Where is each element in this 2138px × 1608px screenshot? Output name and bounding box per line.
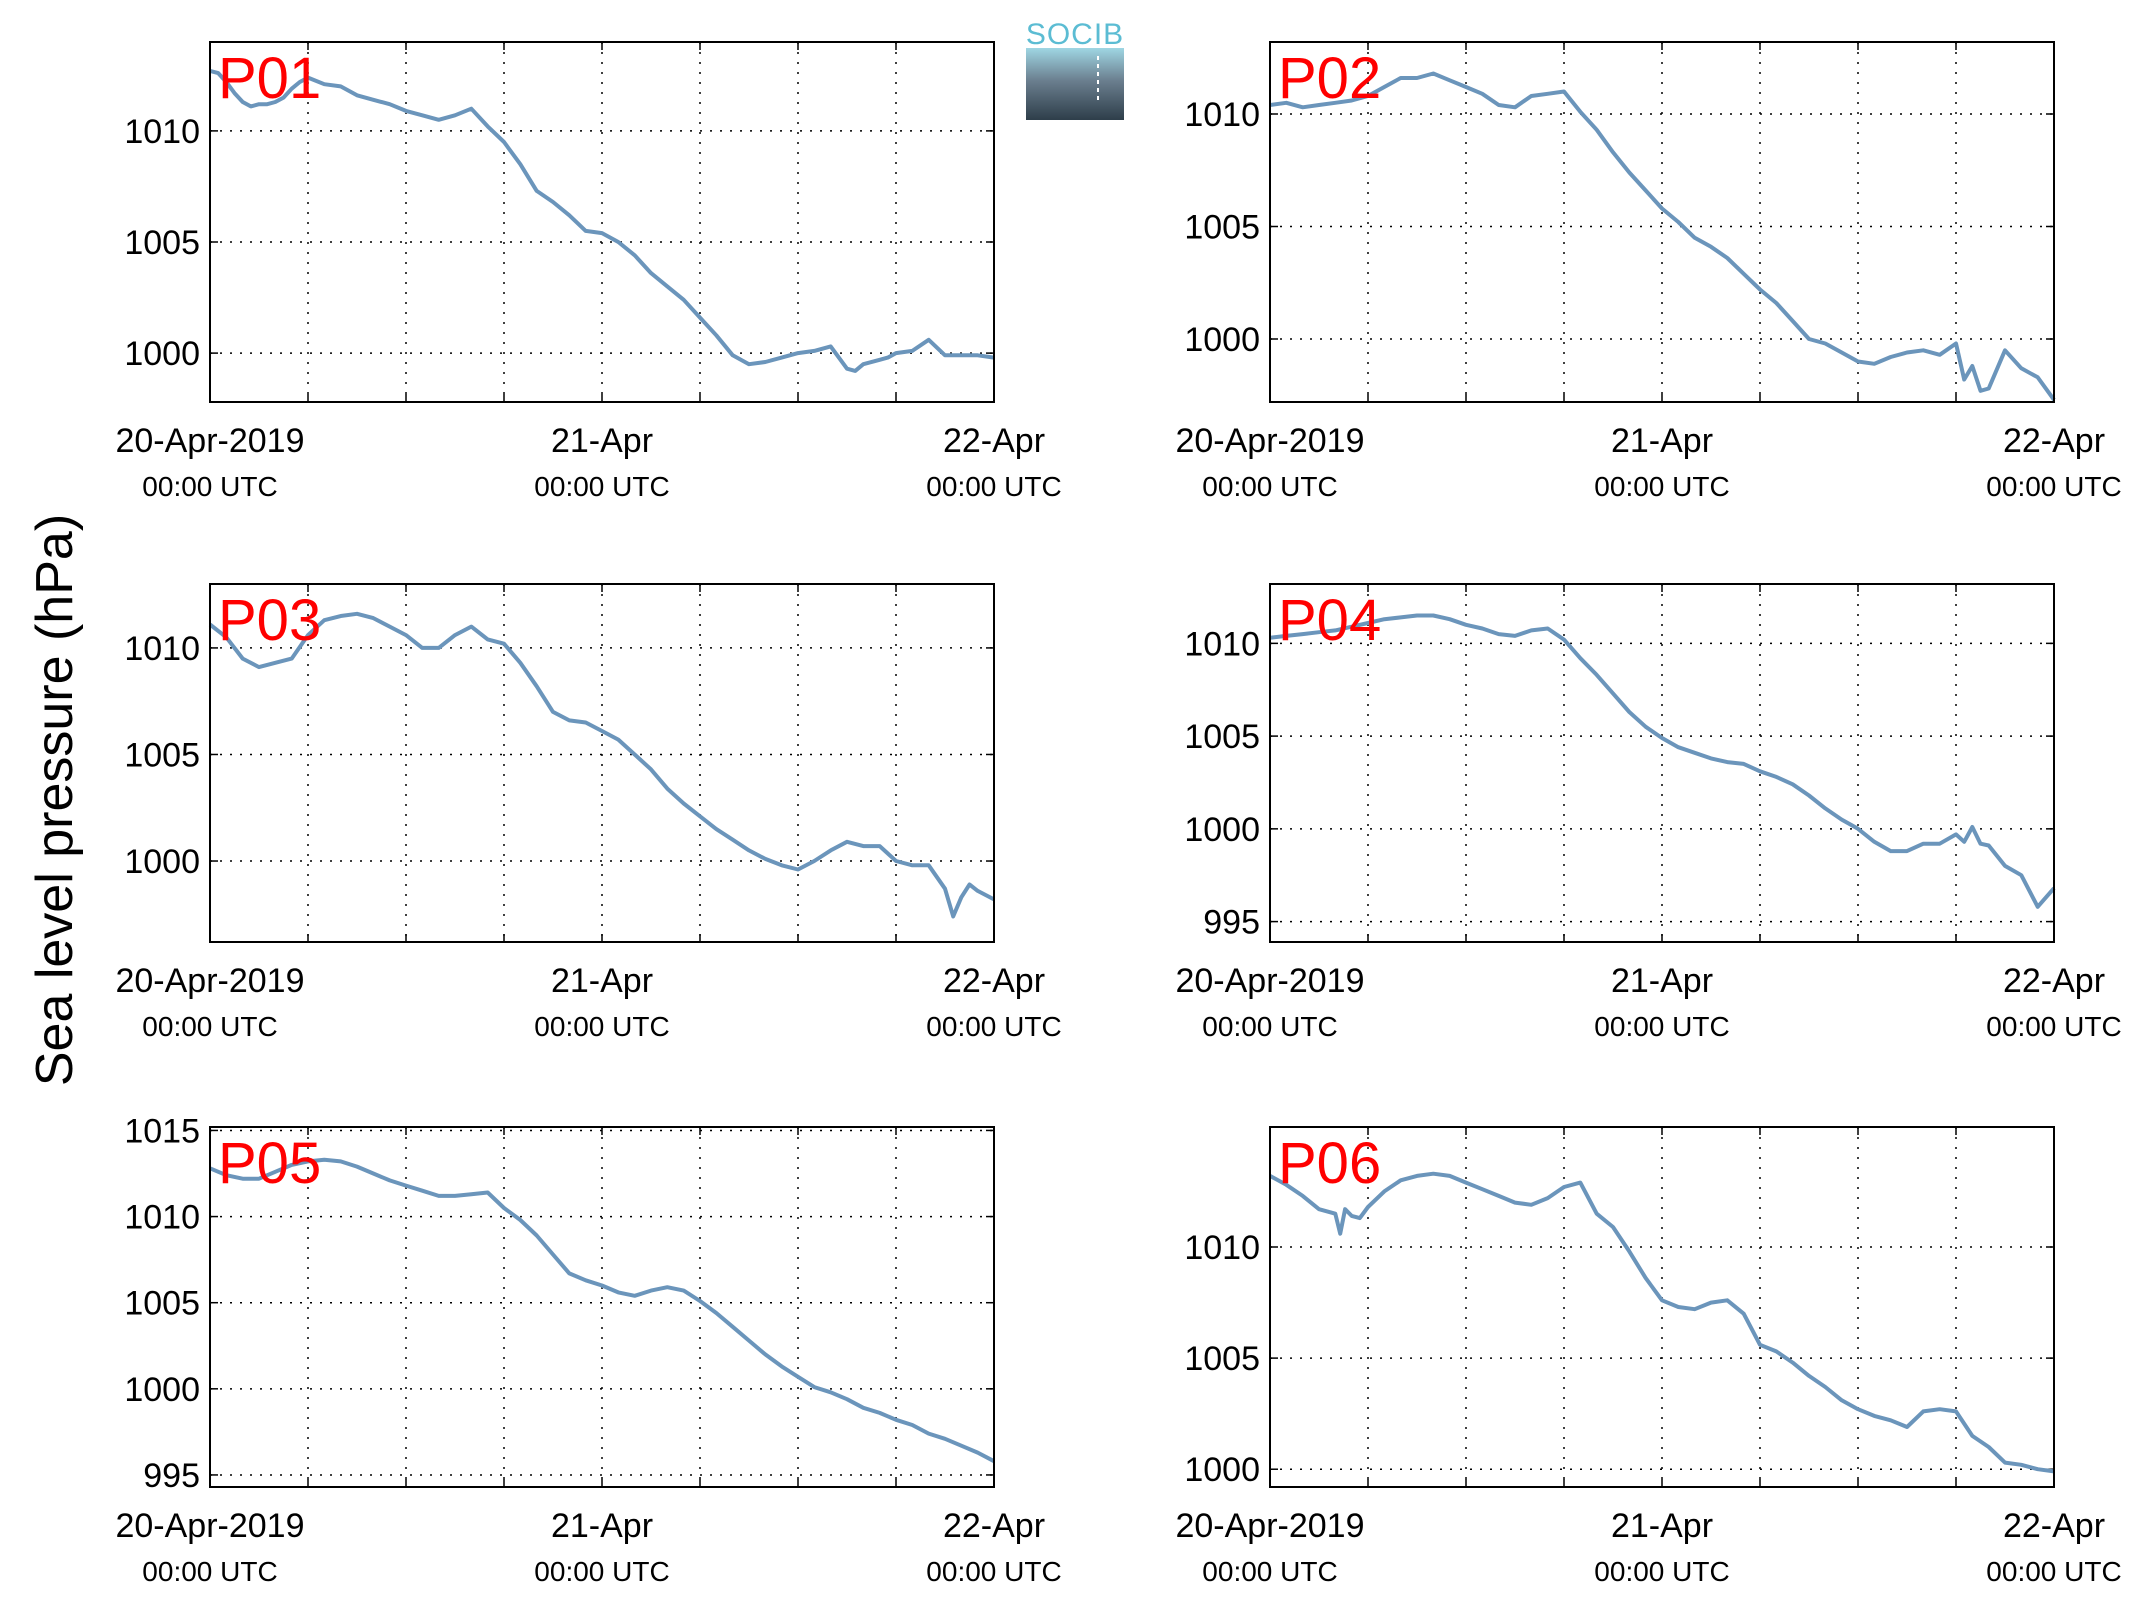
y-tick-label: 1000 [1184, 321, 1260, 359]
y-tick-label: 1010 [124, 113, 200, 151]
y-axis-label: Sea level pressure (hPa) [26, 514, 84, 1086]
x-tick-sublabel: 00:00 UTC [1986, 1556, 2121, 1587]
y-tick-label: 1005 [124, 1285, 200, 1323]
panel-label: P03 [218, 588, 321, 653]
series-line-p05 [209, 1157, 995, 1463]
panel-p01: 1000 1005 1010 20-Apr-2019 00:00 UTC 21-Apr 00… [115, 41, 1062, 502]
series-line-p01 [209, 68, 995, 373]
y-tick-label: 1005 [1184, 209, 1260, 247]
x-tick-label: 22-Apr [943, 1507, 1045, 1545]
panel-label: P02 [1278, 46, 1381, 111]
y-tick-label: 995 [1203, 904, 1260, 942]
y-tick-label: 1015 [124, 1112, 200, 1150]
x-tick-sublabel: 00:00 UTC [1986, 471, 2121, 502]
socib-logo: SOCIB [1026, 18, 1124, 120]
panel-p04: 995 1000 1005 1010 20-Apr-2019 00:00 UTC 21-Ap… [1175, 583, 2122, 1042]
y-tick-label: 995 [143, 1457, 200, 1495]
x-tick-sublabel: 00:00 UTC [534, 1011, 669, 1042]
x-tick-label: 21-Apr [1611, 1507, 1713, 1545]
x-tick-label: 21-Apr [551, 1507, 653, 1545]
x-tick-sublabel: 00:00 UTC [534, 1556, 669, 1587]
x-tick-label: 22-Apr [2003, 962, 2105, 1000]
series-line-p03 [208, 611, 995, 919]
series-line-p04 [1269, 613, 2056, 909]
x-tick-sublabel: 00:00 UTC [1202, 1011, 1337, 1042]
y-tick-label: 1000 [1184, 811, 1260, 849]
series-line-p06 [1269, 1171, 2055, 1474]
x-tick-sublabel: 00:00 UTC [1594, 1011, 1729, 1042]
x-tick-sublabel: 00:00 UTC [1986, 1011, 2121, 1042]
plot-frame [1269, 1126, 2055, 1488]
x-tick-label: 20-Apr-2019 [1175, 422, 1364, 460]
logo-gradient-block [1026, 48, 1124, 120]
y-tick-label: 1005 [1184, 1340, 1260, 1378]
y-tick-label: 1010 [1184, 1229, 1260, 1267]
y-tick-label: 1000 [124, 1371, 200, 1409]
y-tick-label: 1010 [124, 630, 200, 668]
y-tick-label: 1010 [1184, 96, 1260, 134]
y-tick-label: 1000 [1184, 1451, 1260, 1489]
x-tick-sublabel: 00:00 UTC [1202, 471, 1337, 502]
x-tick-label: 21-Apr [551, 962, 653, 1000]
x-tick-sublabel: 00:00 UTC [926, 1556, 1061, 1587]
panel-p05: 995 1000 1005 1010 1015 20-Apr-2019 00:00 UTC 2… [115, 1112, 1061, 1587]
x-tick-sublabel: 00:00 UTC [142, 471, 277, 502]
x-tick-sublabel: 00:00 UTC [926, 1011, 1061, 1042]
x-tick-label: 22-Apr [2003, 422, 2105, 460]
x-tick-label: 22-Apr [943, 422, 1045, 460]
x-tick-label: 20-Apr-2019 [1175, 962, 1364, 1000]
y-tick-label: 1005 [124, 224, 200, 262]
x-tick-sublabel: 00:00 UTC [1594, 471, 1729, 502]
x-tick-label: 21-Apr [1611, 422, 1713, 460]
plot-frame [209, 583, 995, 943]
plot-frame [209, 1126, 995, 1488]
x-tick-label: 20-Apr-2019 [1175, 1507, 1364, 1545]
logo-text: SOCIB [1026, 18, 1124, 51]
panel-p03: 1000 1005 1010 20-Apr-2019 00:00 UTC 21-Apr 00… [115, 583, 1062, 1042]
panel-label: P05 [218, 1131, 321, 1196]
panel-label: P04 [1278, 588, 1381, 653]
panel-p06: 1000 1005 1010 20-Apr-2019 00:00 UTC 21-Apr 00… [1175, 1126, 2122, 1587]
panel-label: P01 [218, 46, 321, 111]
x-tick-label: 22-Apr [2003, 1507, 2105, 1545]
y-tick-label: 1005 [124, 736, 200, 774]
y-tick-label: 1005 [1184, 718, 1260, 756]
series-line-p02 [1269, 71, 2056, 401]
x-tick-sublabel: 00:00 UTC [534, 471, 669, 502]
x-tick-label: 20-Apr-2019 [115, 1507, 304, 1545]
y-tick-label: 1000 [124, 843, 200, 881]
x-tick-sublabel: 00:00 UTC [142, 1011, 277, 1042]
plot-frame [1269, 41, 2055, 403]
panel-label: P06 [1278, 1131, 1381, 1196]
plot-frame [209, 41, 995, 403]
x-tick-sublabel: 00:00 UTC [1594, 1556, 1729, 1587]
x-tick-sublabel: 00:00 UTC [926, 471, 1061, 502]
y-tick-label: 1010 [1184, 625, 1260, 663]
y-tick-label: 1010 [124, 1199, 200, 1237]
x-tick-label: 20-Apr-2019 [115, 962, 304, 1000]
y-tick-label: 1000 [124, 335, 200, 373]
x-tick-label: 21-Apr [1611, 962, 1713, 1000]
x-tick-label: 22-Apr [943, 962, 1045, 1000]
panel-p02: 1000 1005 1010 20-Apr-2019 00:00 UTC 21-Apr 00… [1175, 41, 2122, 502]
plot-frame [1269, 583, 2055, 943]
x-tick-label: 20-Apr-2019 [115, 422, 304, 460]
x-tick-sublabel: 00:00 UTC [1202, 1556, 1337, 1587]
x-tick-label: 21-Apr [551, 422, 653, 460]
x-tick-sublabel: 00:00 UTC [142, 1556, 277, 1587]
